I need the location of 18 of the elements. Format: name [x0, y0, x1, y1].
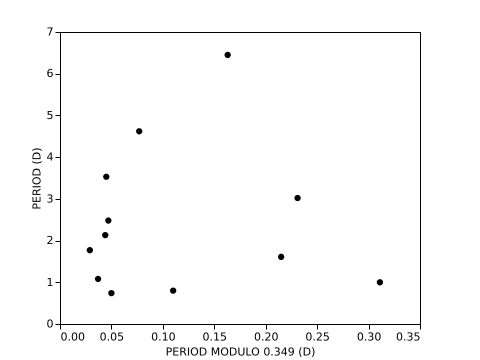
- x-tick-label: 0.15: [202, 330, 228, 344]
- x-axis-title: PERIOD MODULO 0.349 (D): [166, 346, 316, 358]
- x-tick-label: 0.25: [305, 330, 330, 344]
- x-tick-label: 0.20: [254, 330, 278, 344]
- y-axis-title: PERIOD (D): [30, 147, 44, 210]
- y-tick-label: 5: [46, 108, 54, 122]
- y-tick-label: 4: [46, 150, 54, 164]
- x-tick-label: 0.10: [151, 330, 176, 344]
- y-tick-label: 1: [46, 276, 54, 289]
- x-tick-label: 0.00: [60, 330, 85, 344]
- x-tick-label: 0.30: [356, 330, 382, 344]
- y-tick-label: 0: [46, 318, 54, 330]
- y-tick-label: 6: [46, 67, 54, 80]
- y-tick-label: 2: [46, 234, 54, 248]
- y-tick-label: 3: [46, 192, 54, 206]
- x-tick-label: 0.35: [396, 330, 420, 344]
- y-tick-label: 7: [46, 26, 54, 38]
- x-tick-label: 0.05: [100, 330, 124, 344]
